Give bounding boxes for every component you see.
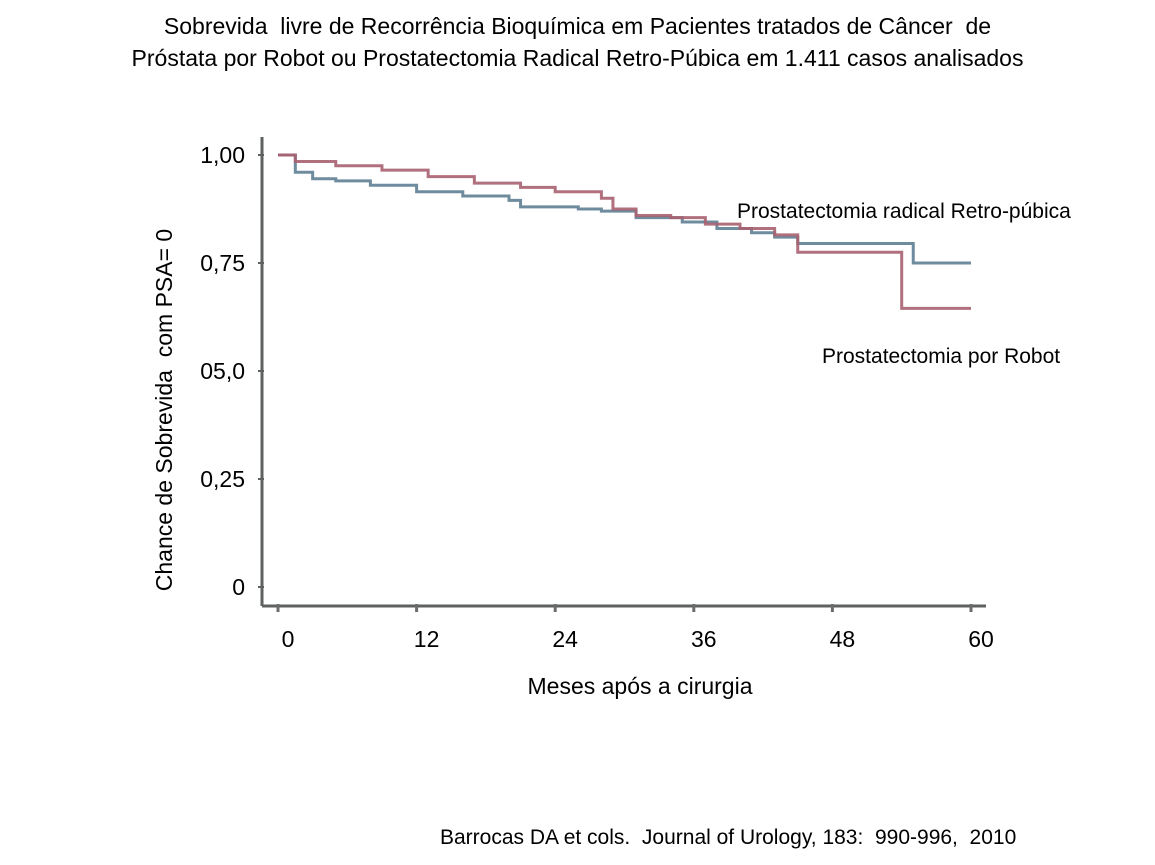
chart-title: Sobrevida livre de Recorrência Bioquímic… xyxy=(0,10,1155,74)
y-tick-label: 0,25 xyxy=(200,466,245,492)
x-tick-label: 24 xyxy=(552,626,578,652)
x-tick-label: 36 xyxy=(691,626,717,652)
y-axis-title: Chance de Sobrevida com PSA= 0 xyxy=(151,229,177,591)
x-tick-label: 0 xyxy=(282,626,295,652)
chart-title-line-2: Próstata por Robot ou Prostatectomia Rad… xyxy=(131,45,1024,71)
x-tick-label: 48 xyxy=(830,626,856,652)
y-tick-label: 0 xyxy=(232,574,245,600)
x-ticks: 0 12 24 36 48 60 xyxy=(276,604,994,652)
y-ticks: 0 0,25 05,0 0,75 1,00 xyxy=(200,142,264,600)
x-tick-label: 12 xyxy=(414,626,440,652)
annotation-retro-pubica: Prostatectomia radical Retro-púbica xyxy=(737,200,1071,223)
series-group xyxy=(277,153,972,310)
series-line-robot xyxy=(278,153,971,310)
y-tick-label: 0,75 xyxy=(200,250,245,276)
y-tick-label: 1,00 xyxy=(200,142,245,168)
chart-title-line-1: Sobrevida livre de Recorrência Bioquímic… xyxy=(163,13,992,39)
y-tick-label: 05,0 xyxy=(200,358,245,384)
x-tick-label: 60 xyxy=(968,626,994,652)
citation: Barrocas DA et cols. Journal of Urology,… xyxy=(440,826,1017,849)
x-axis-title: Meses após a cirurgia xyxy=(528,673,753,699)
annotation-robot: Prostatectomia por Robot xyxy=(822,345,1060,368)
